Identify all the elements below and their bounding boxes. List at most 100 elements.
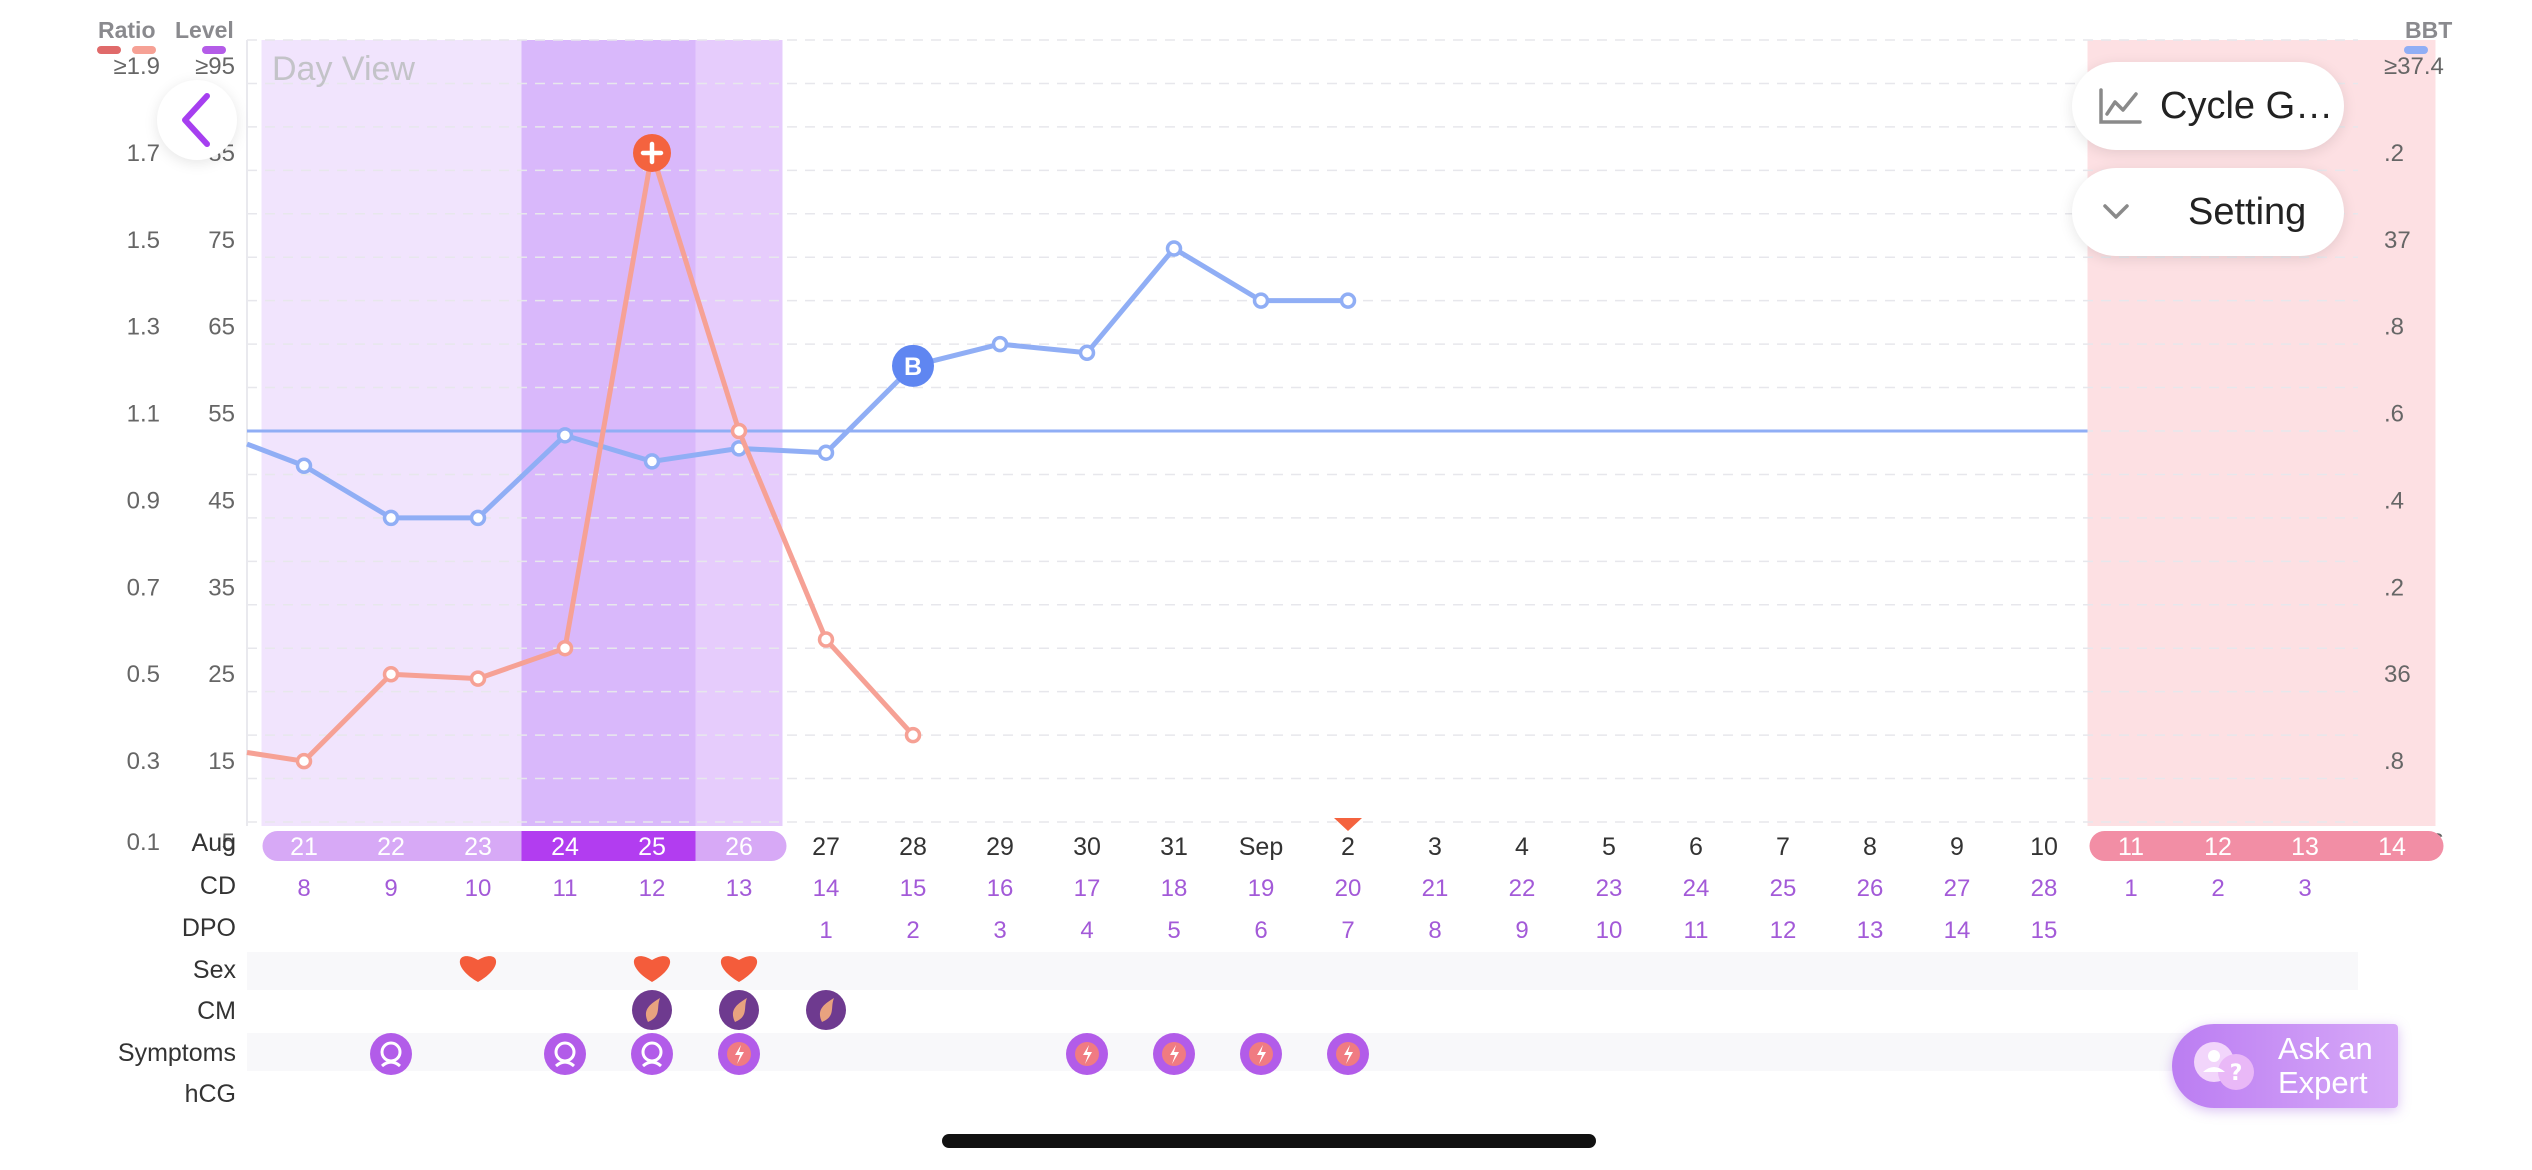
setting-button[interactable]: Setting bbox=[2072, 168, 2344, 256]
dpo-label: 6 bbox=[1254, 917, 1267, 944]
lightning-shape bbox=[1257, 1045, 1266, 1064]
heart-icon[interactable] bbox=[720, 956, 758, 982]
dpo-label: 4 bbox=[1080, 917, 1093, 944]
bbt-ovulation-marker[interactable] bbox=[892, 344, 934, 387]
ratio-tick-label: 0.9 bbox=[127, 487, 160, 514]
svg-text:?: ? bbox=[2230, 1061, 2243, 1086]
headache-icon[interactable] bbox=[370, 1033, 412, 1075]
bbt-point[interactable] bbox=[643, 453, 661, 470]
dpo-label: 9 bbox=[1515, 917, 1528, 944]
date-label: 4 bbox=[1515, 833, 1529, 861]
chevron-down-icon bbox=[2103, 204, 2129, 219]
cycle-day-label: 26 bbox=[1857, 875, 1884, 902]
lh-level-point[interactable] bbox=[469, 670, 487, 687]
bbt-tick-label: .2 bbox=[2384, 574, 2404, 601]
dpo-label: 14 bbox=[1944, 917, 1971, 944]
date-label: 25 bbox=[638, 833, 666, 861]
bbt-point[interactable] bbox=[295, 457, 313, 475]
date-label: 31 bbox=[1160, 833, 1188, 861]
date-label: 12 bbox=[2204, 833, 2232, 861]
peak-date-strip bbox=[521, 831, 696, 861]
dpo-label: 10 bbox=[1596, 917, 1623, 944]
cycle-day-label: 14 bbox=[813, 875, 840, 902]
mucus-drop-shape bbox=[732, 998, 747, 1022]
lh-level-point[interactable] bbox=[730, 422, 748, 440]
cd-row-label: CD bbox=[200, 872, 236, 900]
date-label: 14 bbox=[2378, 833, 2406, 861]
bbt-point[interactable] bbox=[1078, 344, 1096, 362]
back-button[interactable] bbox=[157, 80, 237, 160]
bbt-point[interactable] bbox=[817, 444, 835, 461]
bbt-tick-label: .8 bbox=[2384, 314, 2404, 341]
cm-row-label: CM bbox=[197, 997, 236, 1025]
date-label: 3 bbox=[1428, 833, 1442, 861]
bbt-tick-label: .2 bbox=[2384, 140, 2404, 167]
level-tick-label: ≥95 bbox=[195, 53, 235, 80]
dpo-label: 7 bbox=[1341, 917, 1354, 944]
dpo-label: 15 bbox=[2031, 917, 2058, 944]
bbt-point[interactable] bbox=[1165, 240, 1183, 257]
bbt-legend-swatch bbox=[2404, 46, 2428, 54]
date-label: Sep bbox=[1239, 833, 1283, 861]
dpo-label: 13 bbox=[1857, 917, 1884, 944]
cycle-day-label: 22 bbox=[1509, 875, 1536, 902]
ratio-tick-label: 0.1 bbox=[127, 829, 160, 856]
bbt-marker-label: B bbox=[904, 353, 922, 381]
heart-icon[interactable] bbox=[459, 956, 497, 982]
bbt-point[interactable] bbox=[1252, 292, 1270, 309]
date-label: 9 bbox=[1950, 833, 1964, 861]
setting-label: Setting bbox=[2188, 190, 2307, 233]
date-label: 27 bbox=[812, 833, 840, 861]
cycle-gallery-button[interactable]: Cycle Gal... bbox=[2072, 62, 2344, 150]
ask-expert-button[interactable]: ? Ask an Expert bbox=[2172, 1024, 2398, 1108]
bbt-point[interactable] bbox=[556, 427, 574, 444]
dpo-label: 8 bbox=[1428, 917, 1441, 944]
ratio-legend-label: Ratio bbox=[98, 17, 156, 43]
dpo-label: 1 bbox=[819, 917, 832, 944]
level-tick-label: 55 bbox=[208, 401, 235, 428]
level-tick-label: 15 bbox=[208, 748, 235, 775]
ratio-tick-label: 0.7 bbox=[127, 574, 160, 601]
bbt-point[interactable] bbox=[1339, 292, 1357, 309]
bbt-point[interactable] bbox=[991, 335, 1009, 353]
lh-level-point[interactable] bbox=[817, 631, 835, 648]
headache-icon[interactable] bbox=[544, 1033, 586, 1075]
lh-level-point[interactable] bbox=[556, 639, 574, 657]
lh-level-point[interactable] bbox=[382, 666, 400, 683]
heart-icon[interactable] bbox=[633, 956, 671, 982]
date-label: 21 bbox=[290, 833, 318, 861]
lh-level-point[interactable] bbox=[295, 752, 313, 770]
shoulder-shape bbox=[555, 1060, 575, 1068]
level-tick-label: 65 bbox=[208, 314, 235, 341]
bbt-point[interactable] bbox=[469, 509, 487, 527]
mucus-drop-shape bbox=[819, 998, 834, 1022]
cycle-day-label: 20 bbox=[1335, 875, 1362, 902]
bbt-point[interactable] bbox=[382, 509, 400, 527]
cycle-day-label: 1 bbox=[2124, 875, 2137, 902]
cycle-day-label: 21 bbox=[1422, 875, 1449, 902]
symptoms-row-label: Symptoms bbox=[118, 1039, 236, 1067]
cycle-gallery-label: Cycle Gal... bbox=[2160, 84, 2344, 127]
shoulder-shape bbox=[381, 1060, 401, 1068]
ratio-tick-label: 0.5 bbox=[127, 661, 160, 688]
dpo-row-label: DPO bbox=[182, 914, 236, 942]
date-label: 5 bbox=[1602, 833, 1616, 861]
mucus-drop-shape bbox=[645, 998, 660, 1022]
date-label: 8 bbox=[1863, 833, 1877, 861]
level-tick-label: 35 bbox=[208, 574, 235, 601]
lh-level-point[interactable] bbox=[904, 726, 922, 744]
date-label: 22 bbox=[377, 833, 405, 861]
cycle-day-label: 9 bbox=[384, 875, 397, 902]
cycle-day-label: 19 bbox=[1248, 875, 1275, 902]
cycle-day-label: 28 bbox=[2031, 875, 2058, 902]
day-view-label: Day View bbox=[272, 50, 415, 88]
cycle-day-label: 15 bbox=[900, 875, 927, 902]
cycle-day-label: 23 bbox=[1596, 875, 1623, 902]
ratio-legend-swatch bbox=[97, 46, 121, 54]
lightning-shape bbox=[1083, 1045, 1092, 1064]
date-label: 2 bbox=[1341, 833, 1355, 861]
bbt-legend-label: BBT bbox=[2405, 17, 2452, 43]
bbt-tick-label: .4 bbox=[2384, 487, 2404, 514]
date-label: 11 bbox=[2118, 833, 2144, 861]
headache-icon[interactable] bbox=[631, 1033, 673, 1075]
